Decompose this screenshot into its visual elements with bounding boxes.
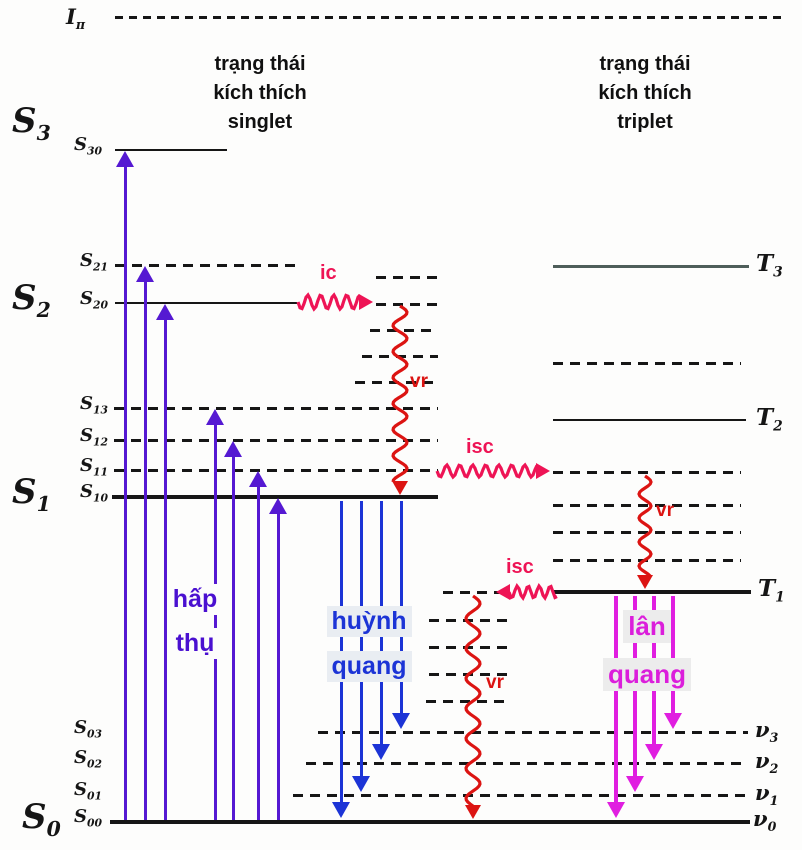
- vib-level-s2-manifold: [376, 276, 438, 279]
- singlet-header-line1: trạng thái: [214, 53, 306, 75]
- fluorescence-label-line2: quang: [326, 651, 412, 682]
- label-s10: S10: [80, 481, 109, 505]
- vib-level-triplet: [553, 504, 741, 507]
- energy-level-s00: [110, 820, 750, 824]
- isc-wave-arrow-t1-to-s0: [496, 582, 572, 602]
- label-i-pi: Iπ: [66, 4, 86, 33]
- fluorescence-label: huỳnh quang: [310, 606, 428, 682]
- absorption-arrow-to-s20: [163, 320, 167, 820]
- label-t1: T1: [758, 575, 785, 606]
- energy-level-t2: [553, 419, 746, 421]
- singlet-header-line3: singlet: [227, 111, 293, 133]
- label-s1: S1: [12, 472, 51, 516]
- energy-level-s30: [115, 149, 227, 151]
- label-s30: S30: [74, 134, 103, 158]
- label-s21: S21: [80, 250, 109, 274]
- energy-level-s21: [115, 264, 301, 267]
- label-s00: S00: [74, 806, 103, 830]
- label-s01: S01: [74, 779, 103, 803]
- label-s11: S11: [80, 455, 109, 479]
- phosphorescence-label-line1: lân: [623, 610, 671, 643]
- vr-wave-arrow-triplet-manifold: [637, 474, 653, 591]
- label-t2: T2: [756, 404, 783, 435]
- ionization-level-line: [115, 16, 787, 19]
- energy-level-nu1: [293, 794, 748, 797]
- energy-level-s10: [112, 495, 438, 499]
- energy-level-nu2: [306, 762, 748, 765]
- label-t3: T3: [756, 250, 783, 281]
- vib-level-s2-manifold: [370, 329, 438, 332]
- vr-wave-arrow-s2-manifold: [391, 304, 409, 497]
- energy-level-s11: [114, 469, 438, 472]
- energy-level-s13: [114, 407, 438, 410]
- vib-level-s2-manifold: [376, 303, 438, 306]
- singlet-header-line2: kích thích: [213, 82, 307, 104]
- absorption-label-line1: hấp: [167, 584, 223, 615]
- fluorescence-arrow-to-nu1: [359, 501, 363, 776]
- energy-level-t3: [553, 265, 749, 268]
- absorption-arrow-to-s30: [123, 167, 127, 820]
- energy-level-nu3: [318, 731, 748, 734]
- label-s20: S20: [80, 288, 109, 312]
- phosphorescence-arrow-to-nu0: [614, 596, 618, 802]
- label-nu2: ν2: [755, 748, 779, 777]
- triplet-header-line1: trạng thái: [599, 53, 691, 75]
- absorption-arrow-to-s11: [256, 487, 260, 820]
- triplet-header: trạng thái kích thích triplet: [560, 50, 730, 137]
- absorption-arrow-to-s21: [143, 282, 147, 820]
- energy-level-t1: [553, 590, 751, 594]
- isc-wave-arrow-s1-to-triplet: [435, 462, 552, 480]
- phosphorescence-arrow-to-nu3: [671, 596, 675, 713]
- isc-label-lower: isc: [506, 556, 534, 578]
- vr-label-ground: vr: [486, 672, 504, 693]
- fluorescence-label-line1: huỳnh: [326, 606, 412, 637]
- energy-level-s12: [114, 439, 438, 442]
- ic-label: ic: [320, 262, 337, 284]
- absorption-label-line2: thụ: [170, 628, 220, 659]
- singlet-header: trạng thái kích thích singlet: [175, 50, 345, 137]
- vr-label-singlet: vr: [410, 371, 428, 392]
- vr-wave-arrow-s0-manifold: [464, 594, 482, 821]
- vib-level-triplet: [553, 362, 741, 365]
- label-s03: S03: [74, 717, 103, 741]
- label-s13: S13: [80, 393, 109, 417]
- vib-level-triplet: [553, 471, 741, 474]
- vib-level-s0-manifold: [443, 591, 507, 594]
- label-nu0: ν0: [753, 806, 777, 835]
- phosphorescence-label: lân quang: [583, 610, 711, 691]
- absorption-arrow-to-s13: [213, 425, 217, 820]
- label-nu1: ν1: [755, 780, 779, 809]
- label-s12: S12: [80, 425, 109, 449]
- label-s02: S02: [74, 747, 103, 771]
- vib-level-s0-manifold: [426, 700, 504, 703]
- absorption-arrow-to-s10: [276, 514, 280, 820]
- phosphorescence-label-line2: quang: [603, 658, 691, 691]
- label-nu3: ν3: [755, 717, 779, 746]
- absorption-arrow-to-s12: [231, 457, 235, 820]
- vib-level-triplet: [553, 531, 741, 534]
- isc-label-upper: isc: [466, 436, 494, 458]
- absorption-label: hấp thụ: [152, 584, 238, 659]
- label-s3: S3: [12, 101, 51, 145]
- label-s2: S2: [12, 278, 51, 322]
- ic-wave-arrow: [296, 292, 375, 312]
- label-s0: S0: [22, 797, 61, 841]
- triplet-header-line3: triplet: [617, 111, 673, 133]
- vr-label-triplet: vr: [656, 500, 674, 521]
- triplet-header-line2: kích thích: [598, 82, 692, 104]
- energy-level-s20: [115, 302, 297, 304]
